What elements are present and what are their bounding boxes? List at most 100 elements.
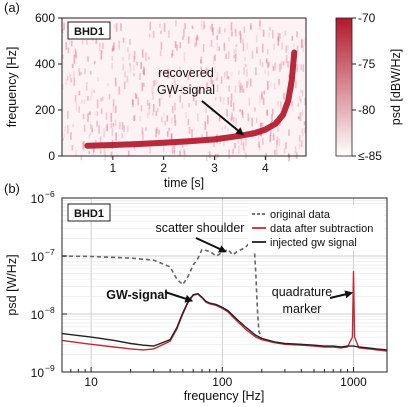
y-tick-label-a: 200 <box>35 103 55 117</box>
noise-speckle <box>174 114 176 120</box>
spectrogram-background <box>62 18 306 156</box>
noise-speckle <box>224 71 226 78</box>
noise-speckle <box>241 85 243 93</box>
noise-speckle <box>88 111 91 115</box>
noise-speckle <box>257 132 260 140</box>
noise-speckle <box>129 64 132 74</box>
noise-speckle <box>211 79 214 87</box>
noise-speckle <box>171 105 174 113</box>
noise-speckle <box>301 128 304 137</box>
noise-speckle <box>198 85 201 90</box>
noise-speckle <box>110 122 112 129</box>
annotation-quadrature-line1: quadrature <box>272 285 333 299</box>
noise-speckle <box>181 144 184 149</box>
noise-speckle <box>206 155 208 162</box>
noise-speckle <box>63 132 66 138</box>
noise-speckle <box>113 42 115 51</box>
noise-speckle <box>84 68 86 75</box>
noise-speckle <box>73 77 76 86</box>
noise-speckle <box>129 62 131 66</box>
noise-speckle <box>85 82 88 91</box>
noise-speckle <box>157 108 159 112</box>
noise-speckle <box>153 80 155 87</box>
noise-speckle <box>188 103 190 108</box>
noise-speckle <box>147 112 149 119</box>
noise-speckle <box>209 25 212 30</box>
noise-speckle <box>78 71 81 76</box>
noise-speckle <box>299 112 302 121</box>
noise-speckle <box>137 97 140 106</box>
colorbar-ticks: -70 -75 -80 ≤-85 <box>352 11 382 163</box>
arrow-scatter-shoulder <box>195 237 227 253</box>
noise-speckle <box>211 23 213 32</box>
noise-speckle <box>246 81 248 88</box>
noise-speckle <box>170 118 173 124</box>
noise-speckle <box>75 51 78 60</box>
noise-speckle <box>96 99 99 109</box>
noise-speckle <box>276 140 278 149</box>
panel-label-a: (a) <box>4 0 20 15</box>
noise-speckle <box>231 31 233 37</box>
noise-speckle <box>65 78 68 85</box>
annotation-arrow-a <box>201 100 245 136</box>
noise-speckle <box>203 21 205 30</box>
noise-speckle <box>73 54 76 64</box>
noise-speckle <box>275 148 278 155</box>
noise-speckle <box>280 101 282 110</box>
noise-speckle <box>301 109 304 116</box>
noise-speckle <box>300 99 302 103</box>
noise-speckle <box>259 95 261 104</box>
noise-speckle <box>94 111 97 116</box>
noise-speckle <box>232 148 234 155</box>
noise-speckle <box>62 28 64 34</box>
noise-speckle <box>284 30 287 36</box>
noise-speckle <box>70 132 72 140</box>
noise-speckle <box>295 80 297 89</box>
noise-speckle <box>301 39 303 48</box>
x-tick-label-b: 10 <box>84 375 98 389</box>
noise-speckle <box>239 109 241 113</box>
noise-speckle <box>181 102 184 109</box>
noise-speckle <box>232 102 235 112</box>
legend-entry: data after subtraction <box>270 223 373 235</box>
noise-speckle <box>81 99 83 104</box>
noise-speckle <box>182 148 185 154</box>
noise-speckle <box>136 61 138 66</box>
noise-speckle <box>127 150 130 156</box>
noise-speckle <box>234 85 237 93</box>
noise-speckle <box>243 26 246 34</box>
noise-speckle <box>127 47 129 53</box>
noise-speckle <box>168 88 171 98</box>
noise-speckle <box>122 65 124 70</box>
noise-speckle <box>249 78 252 87</box>
noise-speckle <box>230 116 233 122</box>
noise-speckle <box>141 127 144 135</box>
noise-speckle <box>158 98 161 107</box>
noise-speckle <box>199 86 201 92</box>
noise-speckle <box>111 62 113 69</box>
noise-speckle <box>74 49 77 58</box>
noise-speckle <box>72 124 74 128</box>
x-tick-label-a: 1 <box>109 161 116 175</box>
noise-speckle <box>283 92 285 100</box>
noise-speckle <box>92 148 95 157</box>
noise-speckle <box>262 29 265 37</box>
noise-speckle <box>90 124 92 129</box>
noise-speckle <box>87 56 89 62</box>
noise-speckle <box>157 129 159 134</box>
noise-speckle <box>238 80 241 87</box>
noise-speckle <box>149 21 152 31</box>
noise-speckle <box>105 112 108 121</box>
noise-speckle <box>237 134 240 144</box>
badge-a <box>67 21 111 40</box>
noise-speckle <box>111 151 113 158</box>
noise-speckle <box>101 96 104 101</box>
noise-speckle <box>114 77 117 87</box>
noise-speckle <box>230 93 233 100</box>
noise-speckle <box>99 136 102 145</box>
noise-speckle <box>100 97 102 102</box>
colorbar-tick-label: -75 <box>358 57 376 71</box>
noise-speckle <box>155 110 158 116</box>
noise-speckle <box>87 96 89 101</box>
